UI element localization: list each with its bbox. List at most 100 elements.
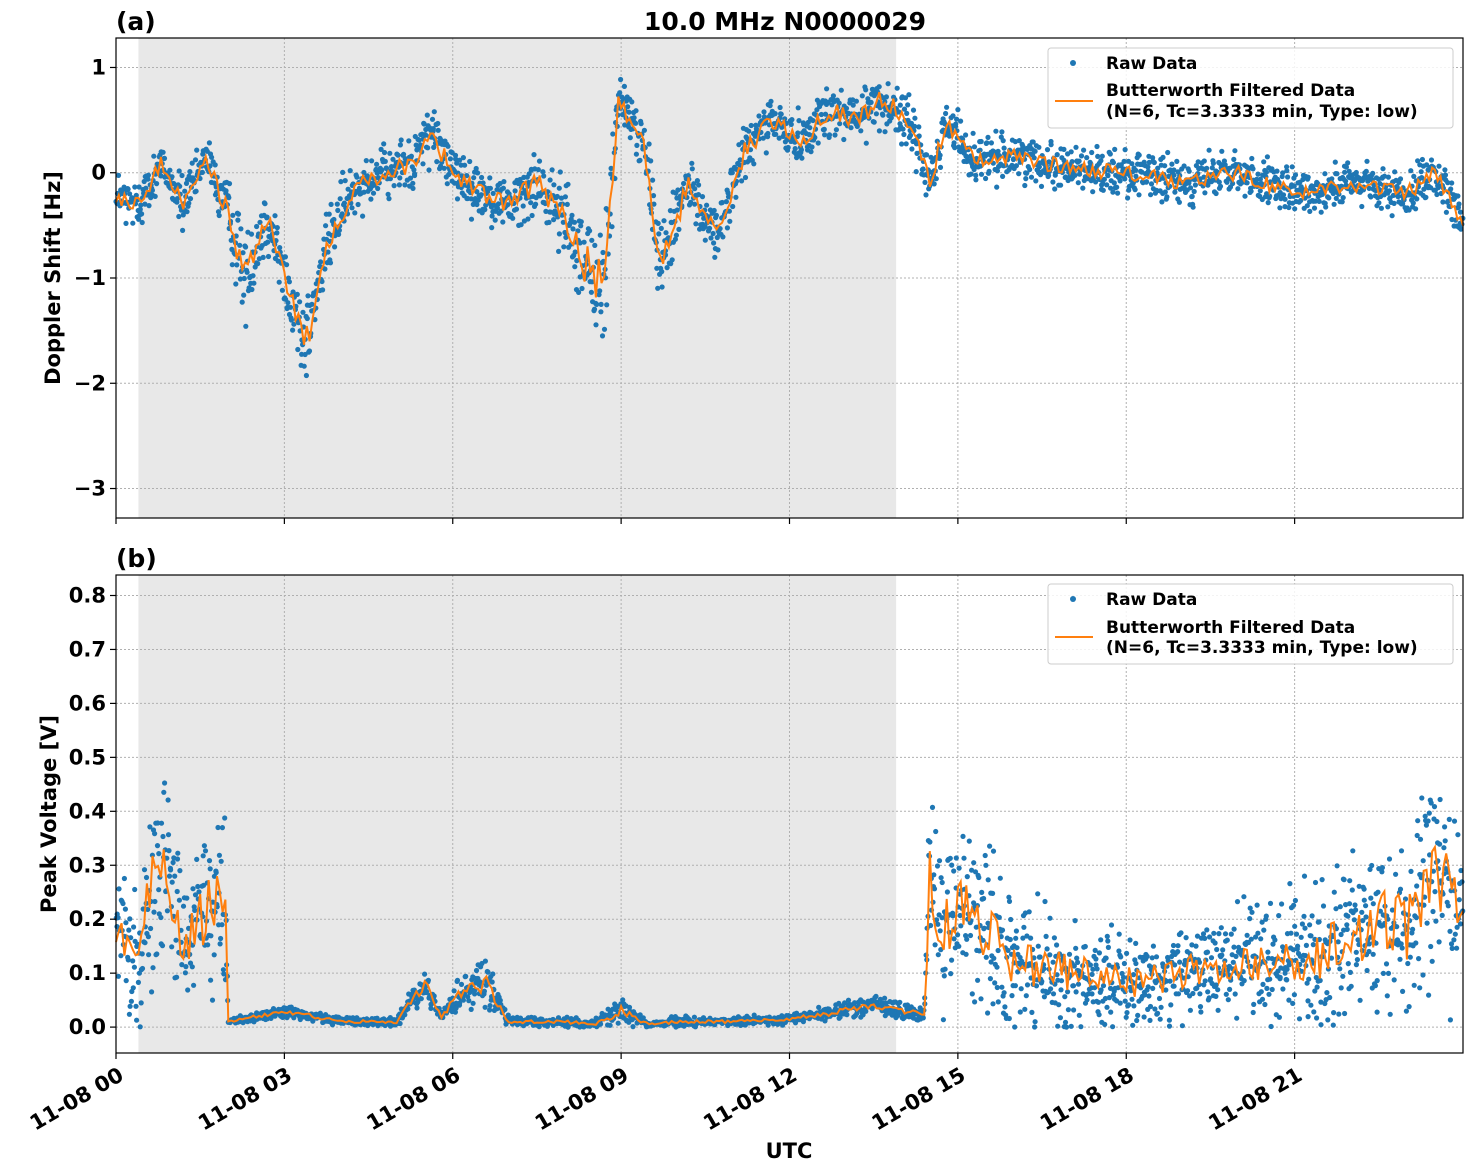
raw-data-point: [1428, 157, 1435, 163]
raw-data-point: [218, 858, 224, 864]
raw-data-point: [914, 150, 920, 156]
raw-data-point: [691, 1014, 698, 1020]
raw-data-point: [489, 979, 495, 985]
raw-data-point: [572, 264, 578, 270]
raw-data-point: [1176, 199, 1182, 205]
raw-data-point: [1005, 947, 1011, 954]
raw-data-point: [1359, 909, 1365, 915]
raw-data-point: [1448, 186, 1454, 192]
raw-data-point: [696, 182, 702, 188]
raw-data-point: [1147, 1003, 1154, 1010]
raw-data-point: [691, 181, 697, 187]
raw-data-point: [967, 932, 974, 939]
raw-data-point: [1353, 962, 1359, 968]
raw-data-point: [561, 244, 567, 250]
raw-data-point: [1027, 166, 1033, 173]
raw-data-point: [1100, 983, 1107, 989]
raw-data-point: [467, 158, 473, 165]
raw-data-point: [1420, 858, 1426, 864]
raw-data-point: [1443, 209, 1449, 215]
raw-data-point: [1155, 1010, 1161, 1016]
raw-data-point: [1454, 945, 1460, 951]
raw-data-point: [1141, 1014, 1147, 1020]
raw-data-point: [1216, 931, 1222, 937]
raw-data-point: [279, 287, 285, 293]
raw-data-point: [873, 111, 880, 117]
raw-data-point: [1056, 1002, 1062, 1008]
panel-a-ytick-label: −1: [74, 266, 106, 290]
raw-data-point: [1266, 991, 1272, 997]
raw-data-point: [767, 103, 773, 109]
raw-data-point: [1342, 1010, 1348, 1017]
raw-data-point: [387, 176, 393, 182]
raw-data-point: [219, 922, 225, 928]
raw-data-point: [501, 179, 507, 185]
raw-data-point: [1054, 942, 1060, 948]
raw-data-point: [151, 153, 157, 159]
raw-data-point: [489, 213, 495, 219]
raw-data-point: [1013, 163, 1020, 169]
raw-data-point: [1013, 935, 1019, 941]
raw-data-point: [1363, 914, 1369, 920]
raw-data-point: [837, 121, 843, 127]
raw-data-point: [385, 191, 391, 197]
raw-data-point: [1445, 903, 1451, 909]
panel-a-ytick-label: 0: [91, 161, 106, 185]
raw-data-point: [715, 247, 721, 253]
raw-data-point: [234, 262, 240, 268]
raw-data-point: [322, 266, 328, 272]
raw-data-point: [661, 218, 667, 224]
raw-data-point: [1265, 200, 1271, 206]
raw-data-point: [1145, 164, 1151, 170]
raw-data-point: [1346, 901, 1353, 907]
raw-data-point: [964, 936, 970, 942]
raw-data-point: [396, 182, 402, 188]
raw-data-point: [1336, 1011, 1342, 1017]
panel-b-ylabel: Peak Voltage [V]: [37, 715, 61, 913]
panel-b-label: (b): [116, 544, 157, 573]
raw-data-point: [274, 225, 280, 231]
raw-data-point: [1171, 983, 1177, 989]
raw-data-point: [412, 172, 418, 179]
raw-data-point: [1319, 877, 1325, 883]
raw-data-point: [973, 172, 979, 178]
raw-data-point: [1062, 994, 1068, 1000]
raw-data-point: [1345, 961, 1351, 967]
raw-data-point: [1103, 955, 1109, 961]
raw-data-point: [211, 952, 217, 958]
raw-data-point: [1217, 183, 1224, 189]
raw-data-point: [1232, 991, 1238, 997]
x-tick-label: 11-08 21: [1204, 1063, 1306, 1136]
raw-data-point: [349, 205, 355, 211]
raw-data-point: [1451, 818, 1458, 824]
raw-data-point: [405, 1006, 411, 1012]
raw-data-point: [1029, 1009, 1035, 1016]
raw-data-point: [1402, 896, 1409, 902]
raw-data-point: [1186, 180, 1192, 186]
raw-data-point: [169, 879, 175, 885]
raw-data-point: [990, 1001, 996, 1007]
raw-data-point: [1202, 190, 1208, 196]
raw-data-point: [1145, 984, 1151, 990]
raw-data-point: [978, 996, 984, 1002]
raw-data-point: [1249, 155, 1255, 162]
raw-data-point: [139, 951, 145, 957]
raw-data-point: [655, 220, 661, 226]
raw-data-point: [708, 235, 714, 241]
raw-data-point: [1325, 1017, 1331, 1023]
raw-data-point: [411, 167, 417, 173]
raw-data-point: [241, 292, 247, 298]
raw-data-point: [414, 1005, 420, 1011]
raw-data-point: [1127, 937, 1133, 943]
raw-data-point: [1424, 920, 1430, 926]
raw-data-point: [1057, 1015, 1063, 1021]
raw-data-point: [406, 138, 412, 144]
raw-data-point: [1391, 200, 1397, 206]
raw-data-point: [454, 977, 461, 984]
raw-data-point: [1340, 195, 1346, 201]
raw-data-point: [1431, 804, 1438, 810]
raw-data-point: [578, 219, 584, 225]
raw-data-point: [1179, 1023, 1185, 1029]
raw-data-point: [1292, 923, 1298, 929]
raw-data-point: [702, 224, 708, 230]
